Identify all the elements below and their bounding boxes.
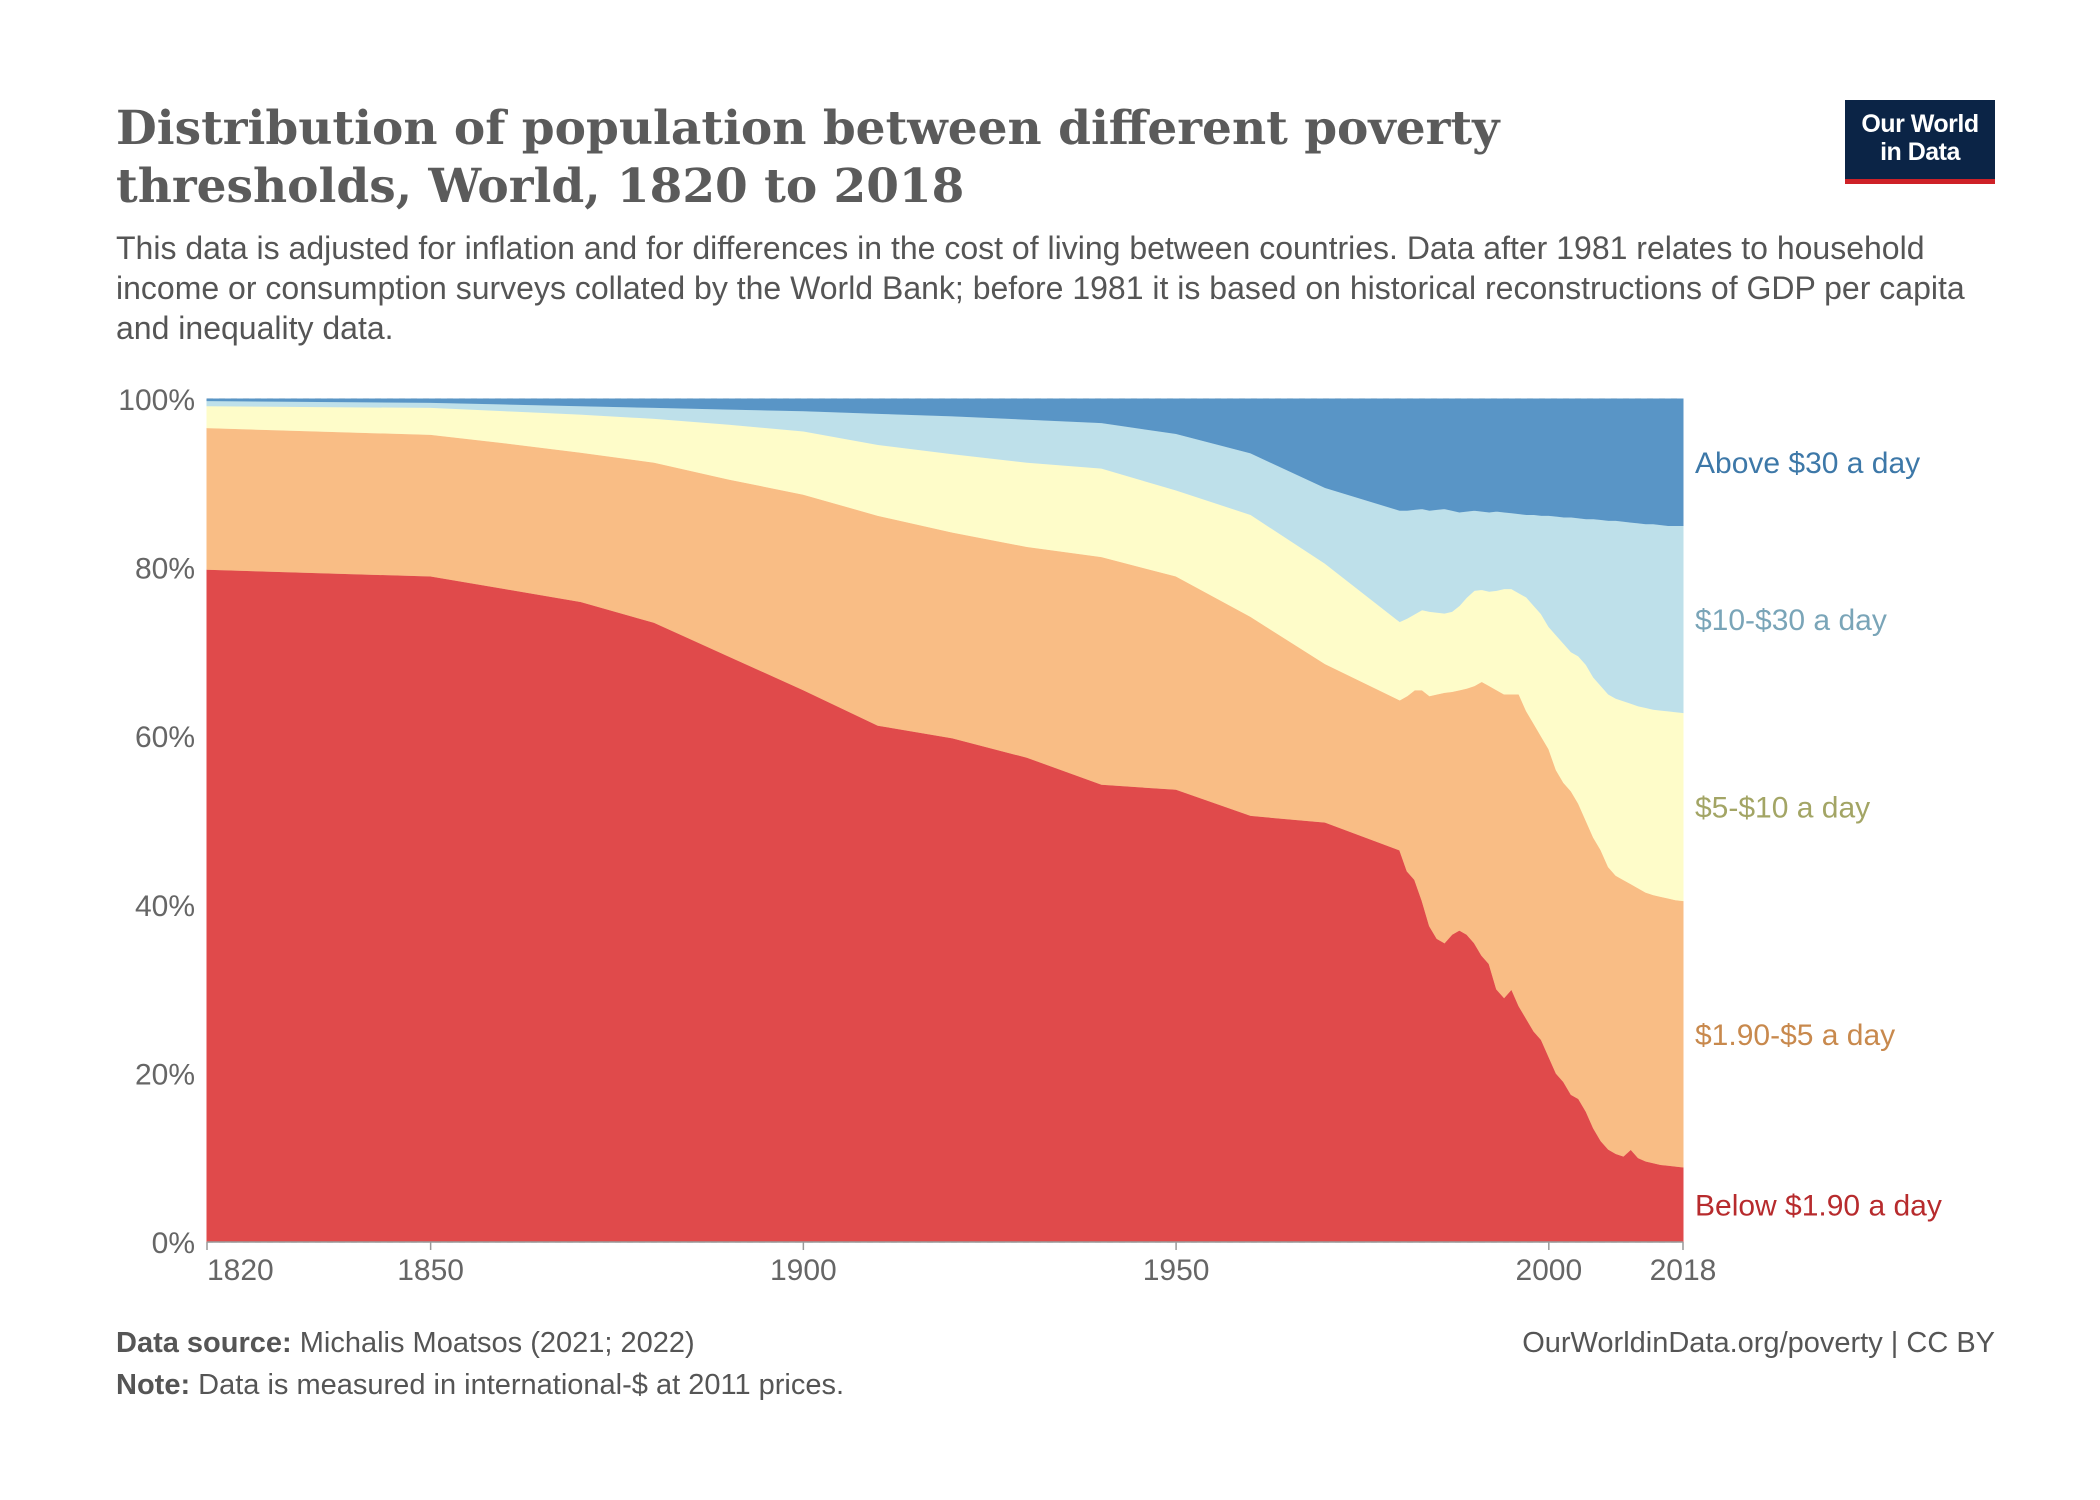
y-tick-label: 100%: [118, 384, 195, 417]
chart-title: Distribution of population between diffe…: [116, 101, 1500, 214]
x-tick-label: 2000: [1515, 1254, 1582, 1287]
x-tick-label: 1820: [207, 1254, 274, 1287]
y-tick-label: 40%: [135, 890, 195, 923]
y-tick-label: 60%: [135, 721, 195, 754]
series-label[interactable]: Above $30 a day: [1695, 447, 1920, 480]
y-tick-label: 80%: [135, 553, 195, 586]
data-source-text[interactable]: Michalis Moatsos (2021; 2022): [299, 1327, 695, 1359]
series-label[interactable]: $1.90-$5 a day: [1695, 1019, 1895, 1052]
data-source-label: Data source:: [116, 1327, 292, 1359]
owid-logo[interactable]: Our World in Data: [1845, 100, 1995, 184]
axes: 0% 20% 40% 60% 80% 100% 1820 1850 1900 1950 2000 20…: [118, 384, 1716, 1287]
series-labels: Below $1.90 a day $1.90-$5 a day $5-$10 a …: [1695, 447, 1942, 1222]
series-label[interactable]: $10-$30 a day: [1695, 604, 1887, 637]
y-tick-label: 0%: [152, 1227, 195, 1260]
area-series: [206, 398, 1684, 1243]
x-tick-label: 1900: [770, 1254, 837, 1287]
area-above-30-a-day[interactable]: [206, 398, 1684, 526]
data-note: Note: Data is measured in international-…: [116, 1369, 844, 1402]
note-text: Data is measured in international-$ at 2…: [198, 1369, 845, 1401]
x-tick-label: 2018: [1650, 1254, 1717, 1287]
series-label[interactable]: Below $1.90 a day: [1695, 1189, 1942, 1222]
chart-subtitle: This data is adjusted for inflation and …: [116, 230, 1965, 346]
x-tick-label: 1950: [1143, 1254, 1210, 1287]
logo-line-2: in Data: [1880, 138, 1960, 166]
data-source: Data source: Michalis Moatsos (2021; 202…: [116, 1327, 695, 1360]
series-label[interactable]: $5-$10 a day: [1695, 792, 1870, 825]
logo-line-1: Our World: [1861, 110, 1979, 138]
credit-link[interactable]: OurWorldinData.org/poverty | CC BY: [1522, 1327, 1995, 1359]
x-tick-label: 1850: [397, 1254, 464, 1287]
note-label: Note:: [116, 1369, 191, 1401]
y-tick-label: 20%: [135, 1058, 195, 1091]
